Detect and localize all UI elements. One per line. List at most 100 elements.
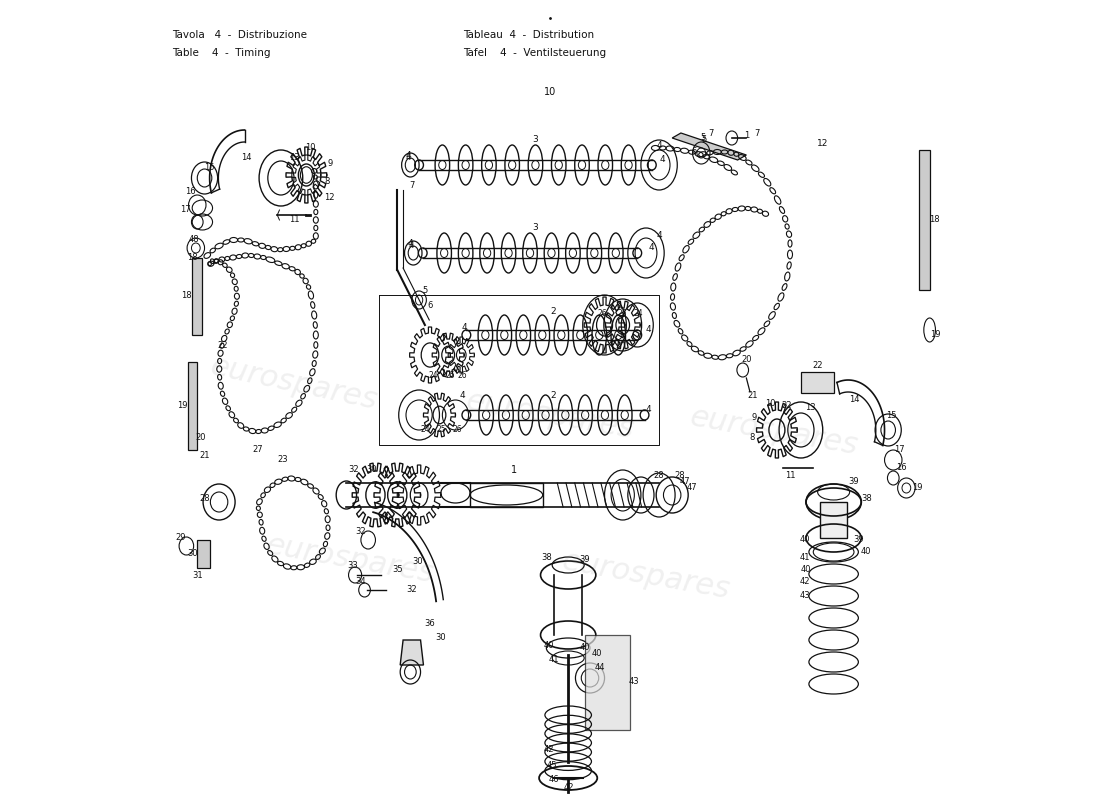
Text: 45: 45 [547, 761, 557, 770]
Text: 22: 22 [781, 401, 792, 410]
Text: 4: 4 [409, 241, 415, 250]
Text: eurospares: eurospares [560, 547, 733, 605]
Text: 46: 46 [548, 775, 559, 785]
Text: 4: 4 [657, 230, 662, 239]
Text: 21: 21 [747, 390, 758, 399]
Text: 4: 4 [646, 406, 651, 414]
Text: 6: 6 [691, 147, 696, 157]
Text: 30: 30 [187, 549, 198, 558]
Text: Table    4  -  Timing: Table 4 - Timing [172, 48, 271, 58]
Text: 30: 30 [436, 633, 447, 642]
Text: 32: 32 [349, 466, 359, 474]
Text: 4: 4 [406, 154, 411, 162]
Text: 38: 38 [541, 554, 552, 562]
Text: 19: 19 [177, 401, 188, 410]
Text: 29: 29 [175, 534, 186, 542]
Polygon shape [197, 540, 210, 568]
Text: 40: 40 [861, 547, 871, 557]
Text: 2: 2 [551, 307, 557, 317]
Text: 5: 5 [422, 286, 428, 294]
Text: 48: 48 [188, 235, 199, 245]
Text: 20: 20 [196, 434, 206, 442]
Text: 39: 39 [849, 478, 859, 486]
Polygon shape [585, 635, 630, 730]
Text: 17: 17 [179, 206, 190, 214]
Text: 40: 40 [801, 566, 812, 574]
Text: 41: 41 [800, 554, 810, 562]
Text: 4: 4 [408, 238, 414, 247]
Text: 14: 14 [849, 395, 859, 405]
Text: 17: 17 [894, 446, 904, 454]
Text: 10: 10 [766, 398, 775, 407]
Text: 8: 8 [324, 178, 329, 186]
Text: 23: 23 [277, 455, 288, 465]
Text: 14: 14 [242, 154, 252, 162]
Text: 24: 24 [429, 370, 439, 379]
Text: 31: 31 [192, 570, 202, 579]
Text: 4: 4 [646, 326, 651, 334]
Text: 6: 6 [427, 301, 432, 310]
Text: 33: 33 [346, 561, 358, 570]
Text: 43: 43 [628, 678, 639, 686]
Text: 40: 40 [543, 641, 553, 650]
Text: 16: 16 [896, 462, 906, 471]
Text: 40: 40 [580, 643, 591, 653]
Text: 22: 22 [218, 341, 228, 350]
Text: 34: 34 [355, 578, 366, 586]
Text: 26: 26 [597, 309, 607, 318]
Text: 36: 36 [425, 618, 436, 627]
Text: 43: 43 [800, 591, 810, 601]
Text: 44: 44 [594, 663, 605, 673]
Polygon shape [801, 372, 834, 393]
Text: 9: 9 [751, 414, 757, 422]
Text: 27: 27 [252, 446, 263, 454]
Polygon shape [920, 150, 929, 290]
Text: 18: 18 [182, 290, 191, 299]
Text: 42: 42 [800, 578, 810, 586]
Text: 7: 7 [708, 129, 714, 138]
Text: eurospares: eurospares [208, 352, 381, 416]
Bar [470, 483, 542, 507]
Text: 47: 47 [679, 478, 690, 486]
Text: 1: 1 [744, 130, 749, 139]
Text: 4: 4 [660, 155, 666, 165]
Text: 12: 12 [817, 138, 828, 147]
Text: 40: 40 [592, 649, 603, 658]
Text: 47: 47 [686, 483, 697, 493]
Text: 4: 4 [406, 150, 411, 159]
Text: 40: 40 [800, 535, 810, 545]
Polygon shape [400, 640, 424, 665]
Text: 28: 28 [199, 494, 210, 502]
Text: 25: 25 [436, 426, 446, 434]
Text: 18: 18 [928, 215, 939, 225]
Text: eurospares: eurospares [463, 387, 637, 445]
Text: 24: 24 [420, 426, 430, 434]
Text: 26: 26 [458, 370, 468, 379]
Text: Tavola   4  -  Distribuzione: Tavola 4 - Distribuzione [172, 30, 307, 40]
Text: 13: 13 [288, 154, 299, 162]
Text: 7: 7 [409, 181, 415, 190]
Text: 13: 13 [805, 403, 816, 413]
Text: 11: 11 [288, 215, 299, 225]
Text: 39: 39 [580, 555, 591, 565]
Text: 42: 42 [563, 783, 574, 793]
Text: 15: 15 [205, 163, 214, 173]
Text: 5: 5 [700, 134, 705, 142]
Text: 4: 4 [657, 141, 662, 150]
Text: eurospares: eurospares [688, 403, 860, 461]
Text: eurospares: eurospares [264, 531, 437, 589]
Text: 21: 21 [199, 450, 210, 459]
Text: 30: 30 [412, 558, 422, 566]
Text: 4: 4 [460, 390, 465, 399]
Text: 4: 4 [461, 323, 468, 333]
Text: 15: 15 [887, 410, 898, 419]
Text: 10: 10 [305, 143, 316, 153]
Text: 30: 30 [366, 466, 377, 474]
Text: Tafel    4  -  Ventilsteuerung: Tafel 4 - Ventilsteuerung [463, 48, 606, 58]
Text: 1: 1 [510, 465, 517, 475]
Polygon shape [192, 258, 202, 335]
Text: 9: 9 [327, 158, 332, 167]
Text: 12: 12 [324, 194, 334, 202]
Text: Tableau  4  -  Distribution: Tableau 4 - Distribution [463, 30, 594, 40]
Polygon shape [672, 133, 747, 160]
